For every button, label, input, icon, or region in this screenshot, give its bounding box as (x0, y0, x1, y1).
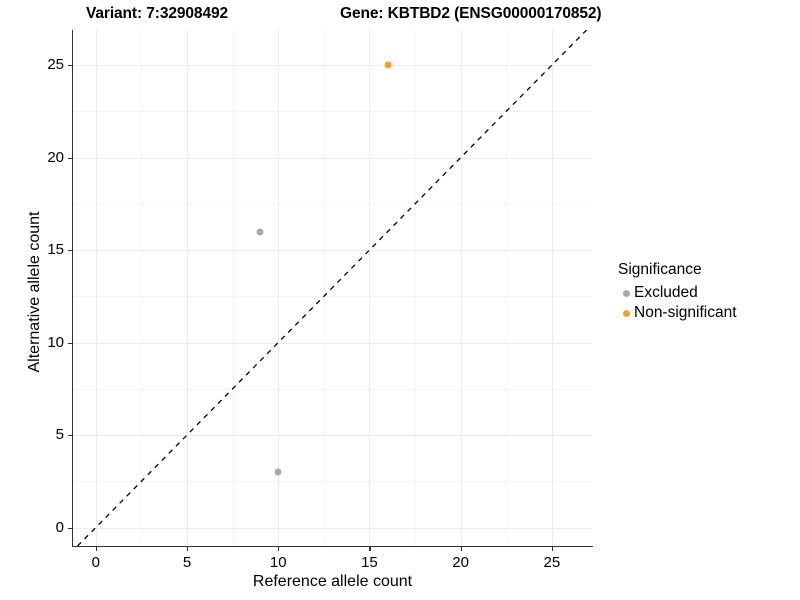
gridline-h-major (73, 527, 592, 529)
x-axis-title: Reference allele count (252, 573, 413, 590)
y-axis-tick-label: 10 (47, 333, 64, 351)
x-axis-tick-label: 25 (543, 554, 561, 571)
x-axis-tick (95, 547, 97, 551)
gridline-v-minor (232, 30, 234, 546)
legend-item[interactable]: Non-significant (618, 303, 737, 323)
gridline-v-major (278, 30, 280, 546)
gridline-h-minor (73, 388, 592, 390)
data-point (274, 468, 282, 476)
gridline-v-major (95, 30, 97, 546)
gridline-v-minor (506, 30, 508, 546)
x-axis-tick-label: 0 (91, 554, 100, 571)
x-axis-tick-label: 20 (452, 554, 469, 571)
legend-dot-icon (622, 309, 630, 317)
legend-item[interactable]: Excluded (618, 283, 737, 303)
legend-items: Excluded Non-significant (618, 283, 737, 323)
gridline-h-major (73, 157, 592, 159)
y-axis-title: Alternative allele count (26, 211, 43, 373)
x-axis-tick (187, 547, 189, 551)
gridline-h-minor (73, 203, 592, 205)
gridline-v-minor (323, 30, 325, 546)
legend-item-label: Excluded (634, 284, 698, 301)
gridline-v-major (369, 30, 371, 546)
variant-title: Variant: 7:32908492 (86, 5, 229, 22)
x-axis-tick (460, 547, 462, 551)
y-axis-tick (68, 157, 72, 159)
gridline-v-minor (415, 30, 417, 546)
gridline-h-major (73, 65, 592, 67)
y-axis-tick-label: 25 (47, 56, 64, 74)
gridline-h-minor (73, 481, 592, 483)
legend: Significance Excluded Non-significant (618, 261, 737, 323)
gridline-v-major (187, 30, 189, 546)
y-axis-tick (68, 65, 72, 67)
gridline-h-minor (73, 296, 592, 298)
legend-key-swatch (618, 289, 634, 297)
gridline-v-minor (141, 30, 143, 546)
gridline-h-minor (73, 111, 592, 113)
y-axis-tick (68, 250, 72, 252)
y-axis-tick (68, 435, 72, 437)
y-axis-tick-label: 15 (47, 241, 64, 259)
plot-panel (73, 30, 592, 546)
data-point (256, 228, 264, 236)
legend-dot-icon (622, 289, 630, 297)
x-axis-tick (278, 547, 280, 551)
legend-key-swatch (618, 309, 634, 317)
x-axis-tick (369, 547, 371, 551)
y-axis-tick (68, 342, 72, 344)
legend-title: Significance (618, 261, 702, 278)
x-axis-line (72, 546, 593, 548)
gridline-h-major (73, 342, 592, 344)
identity-reference-line (77, 30, 587, 546)
y-axis-tick (68, 527, 72, 529)
gridline-h-major (73, 250, 592, 252)
gene-title: Gene: KBTBD2 (ENSG00000170852) (340, 5, 602, 22)
x-axis-tick-label: 15 (361, 554, 378, 571)
gridline-v-major (460, 30, 462, 546)
y-axis-tick-label: 5 (55, 426, 64, 444)
x-axis-tick-label: 5 (182, 554, 192, 571)
data-point (384, 61, 392, 69)
y-axis-tick-label: 0 (55, 518, 64, 536)
y-axis-tick-label: 20 (47, 148, 64, 166)
y-axis-line (72, 30, 74, 547)
gridline-v-major (551, 30, 553, 546)
legend-item-label: Non-significant (634, 304, 737, 321)
gridline-h-major (73, 435, 592, 437)
x-axis-tick-label: 10 (269, 554, 287, 571)
x-axis-tick (551, 547, 554, 551)
